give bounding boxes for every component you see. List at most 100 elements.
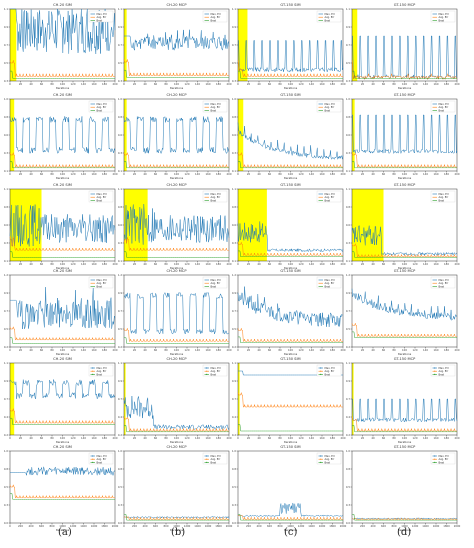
legend-label: Best [325, 198, 331, 202]
y-tick-label: 1.0 [118, 449, 122, 453]
x-tick-label: 20 [133, 172, 137, 176]
y-tick-label: 0.3 [118, 503, 122, 507]
series-avg-err [9, 237, 115, 251]
x-tick-label: 180 [444, 172, 449, 176]
legend-marker [320, 461, 322, 463]
legend-label: Best [439, 18, 445, 22]
legend-label: Best [439, 372, 445, 376]
legend-marker [434, 367, 436, 369]
legend-marker [206, 370, 208, 372]
x-tick-label: 1000 [173, 524, 180, 528]
x-tick-label: 200 [246, 524, 251, 528]
legend-label: Avg. Err [439, 457, 450, 461]
series-best [10, 417, 115, 425]
x-tick-label: 160 [320, 172, 325, 176]
x-tick-label: 180 [102, 436, 107, 440]
y-tick-label: 0.7 [346, 397, 350, 401]
y-tick-label: 1.0 [4, 97, 8, 101]
x-tick-label: 20 [247, 436, 251, 440]
legend-box [88, 100, 114, 113]
x-tick-label: 1200 [70, 524, 77, 528]
y-tick-label: 0.7 [4, 397, 8, 401]
x-tick-label: 100 [288, 82, 293, 86]
y-tick-label: 0.5 [118, 61, 122, 65]
x-tick-label: 160 [206, 262, 211, 266]
x-tick-label: 200 [227, 262, 232, 266]
x-tick-label: 0 [237, 436, 239, 440]
legend-label: Avg. Err [97, 105, 108, 109]
x-tick-label: 20 [133, 82, 137, 86]
series-best [10, 161, 115, 169]
series-best [124, 425, 229, 433]
legend-label: Max. Err [211, 12, 222, 16]
legend-marker [434, 458, 436, 460]
series-max-err [351, 288, 458, 321]
legend-label: Max. Err [97, 102, 108, 106]
y-tick-label: 0.6 [346, 223, 350, 227]
x-tick-label: 200 [227, 82, 232, 86]
legend-label: Best [97, 460, 103, 464]
highlight-region [10, 363, 15, 435]
caption-c: (c) [284, 527, 298, 538]
y-tick-label: 0.4 [118, 415, 122, 419]
y-tick-label: 0.6 [4, 133, 8, 137]
legend-marker [92, 373, 94, 375]
x-tick-label: 1200 [298, 524, 305, 528]
x-tick-label: 1800 [329, 524, 336, 528]
y-tick-label: 0.7 [232, 397, 236, 401]
x-tick-label: 140 [309, 82, 314, 86]
x-tick-label: 100 [288, 436, 293, 440]
series-best [124, 337, 229, 344]
x-tick-label: 160 [206, 82, 211, 86]
y-tick-label: 0.5 [4, 61, 8, 65]
x-tick-label: 40 [257, 348, 261, 352]
legend-label: Max. Err [97, 278, 108, 282]
y-tick-label: 1.0 [346, 97, 350, 101]
x-tick-label: 60 [154, 262, 158, 266]
legend-label: Best [211, 198, 217, 202]
x-tick-label: 0 [351, 172, 353, 176]
x-tick-label: 160 [92, 436, 97, 440]
x-tick-label: 100 [60, 262, 65, 266]
series-max-err [123, 516, 230, 519]
x-tick-label: 80 [392, 82, 396, 86]
y-tick-label: 0.8 [118, 205, 122, 209]
series-best [238, 70, 343, 79]
subplot: CH-20 MCP 0.3 0.5 0.7 0.9 1.1 0 20 40 60 80 100 120 1… [118, 3, 232, 90]
x-tick-label: 0 [237, 82, 239, 86]
x-tick-label: 800 [278, 524, 283, 528]
y-tick-label: 0.8 [346, 115, 350, 119]
x-tick-label: 400 [29, 524, 34, 528]
x-axis-label: Iterations [398, 440, 412, 444]
subplot: CH-20 SIM 0.0 0.3 0.5 0.8 1.0 0 200 400 600 800 100… [4, 445, 119, 532]
x-tick-label: 160 [320, 82, 325, 86]
x-tick-label: 2000 [340, 524, 347, 528]
x-axis-label: Iterations [56, 528, 70, 532]
legend-box [430, 10, 456, 23]
x-tick-label: 40 [257, 172, 261, 176]
x-tick-label: 120 [299, 262, 304, 266]
y-tick-label: 0.2 [346, 345, 350, 349]
subplot-title: GT-150 SIM [280, 183, 300, 187]
legend-label: Max. Err [211, 366, 222, 370]
subplot: GT-150 SIM 0.2 0.4 0.7 0.9 1.1 0 20 40 60 80 100 120… [232, 357, 346, 444]
x-tick-label: 200 [113, 82, 118, 86]
y-tick-label: 1.1 [118, 361, 122, 365]
y-tick-label: 0.5 [232, 61, 236, 65]
series-avg-err [123, 327, 229, 342]
y-tick-label: 0.7 [118, 397, 122, 401]
x-tick-label: 160 [434, 348, 439, 352]
x-tick-label: 180 [102, 172, 107, 176]
subplot-title: GT-150 MCP [394, 3, 416, 7]
subplot-title: CH-20 SIM [53, 3, 72, 7]
x-axis-label: Iterations [284, 176, 298, 180]
legend-label: Best [325, 18, 331, 22]
x-tick-label: 80 [392, 262, 396, 266]
y-tick-label: 0.9 [346, 379, 350, 383]
x-tick-label: 60 [382, 348, 386, 352]
legend-box [430, 452, 456, 465]
series-avg-err [237, 327, 343, 342]
y-tick-label: 0.2 [118, 433, 122, 437]
x-tick-label: 40 [371, 436, 375, 440]
x-tick-label: 40 [371, 82, 375, 86]
